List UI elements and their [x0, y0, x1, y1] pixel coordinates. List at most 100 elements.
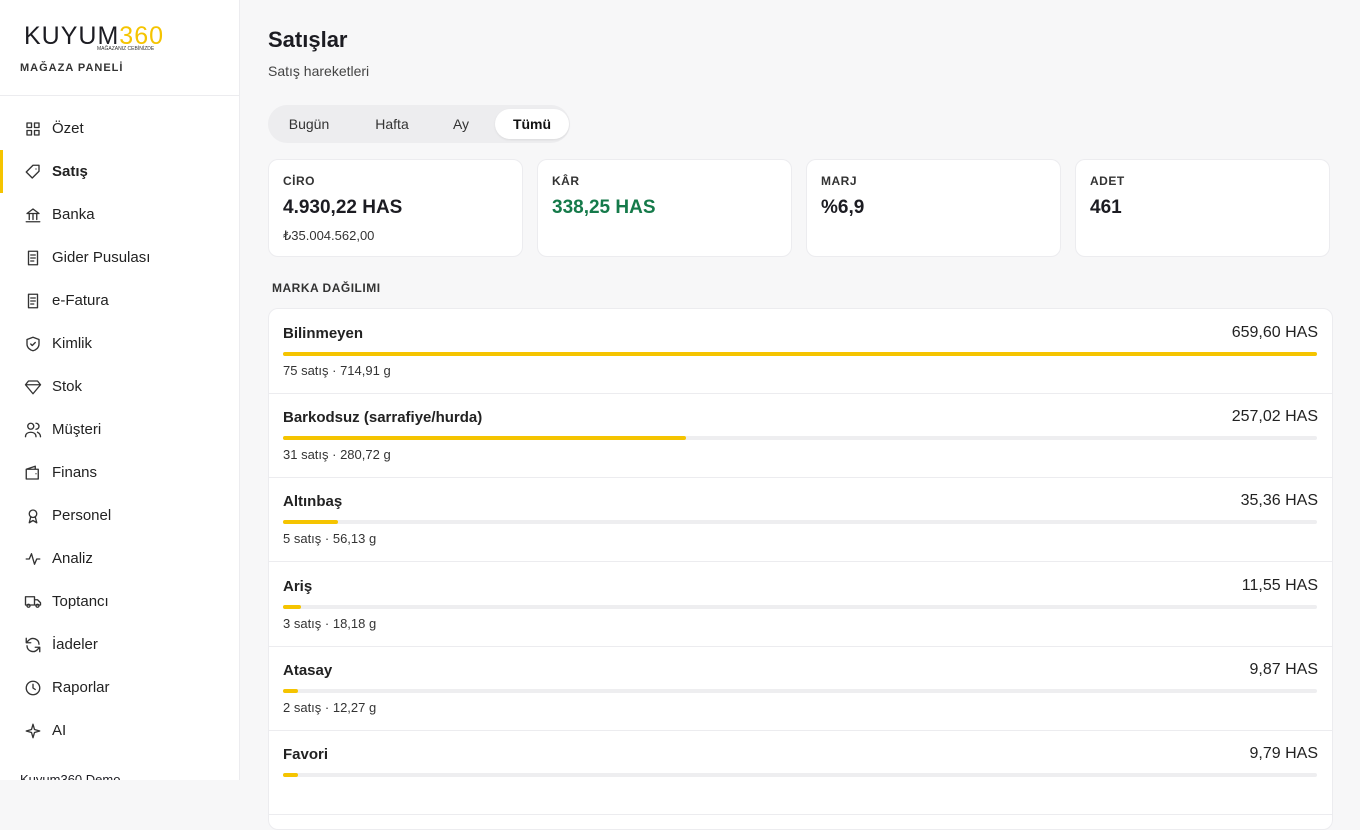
nav-label: Toptancı [52, 593, 109, 610]
nav-icon [25, 680, 41, 695]
sidebar: KUYUM360 MAĞAZANIZ CEBİNİZDE MAĞAZA PANE… [0, 0, 240, 780]
nav-item[interactable]: Stok [0, 365, 239, 408]
icon-shape [25, 723, 41, 738]
nav-label: Müşteri [52, 421, 102, 438]
nav-item[interactable]: Gider Pusulası [0, 236, 239, 279]
nav-item[interactable]: e-Fatura [0, 279, 239, 322]
nav-label: Personel [52, 507, 112, 524]
brand-detail: 3 satış · 18,18 g [283, 615, 377, 631]
logo-name: KUYUM [24, 22, 120, 50]
nav-icon [25, 552, 41, 565]
bar-track [283, 436, 1317, 441]
icon-shape [25, 465, 39, 480]
brand-row: Atasay 9,87 HAS 2 satış · 12,27 g [269, 646, 1332, 731]
main: Satışlar Satış hareketleri Bugün Hafta Ay T… [240, 0, 1360, 830]
stat-sub: ₺35.004.562,00 [283, 228, 375, 243]
brand-row: Bilinmeyen 659,60 HAS 75 satış · 714,91 g [269, 309, 1332, 394]
nav-label: Kimlik [52, 335, 92, 352]
page-title: Satışlar [268, 27, 348, 52]
nav-item[interactable]: Satış [0, 150, 239, 193]
nav-label: e-Fatura [52, 292, 109, 309]
brand-row: Altınbaş 35,36 HAS 5 satış · 56,13 g [269, 477, 1332, 563]
stat-label: CİRO [283, 174, 315, 188]
icon-shape [25, 637, 41, 652]
bar-track [283, 352, 1317, 356]
tab[interactable]: Bugün [288, 116, 330, 132]
nav-item[interactable]: Müşteri [0, 408, 239, 451]
brand-row: Favori 9,79 HAS [269, 730, 1332, 815]
tabs: Bugün Hafta Ay Tümü [268, 105, 570, 143]
nav-label: Özet [52, 120, 84, 137]
separator [0, 95, 239, 96]
nav-label: Analiz [52, 550, 93, 567]
nav-label: Finans [52, 464, 98, 481]
stat-value: 461 [1090, 197, 1122, 218]
stat-card: MARJ %6,9 [806, 159, 1061, 257]
nav-label: Gider Pusulası [52, 249, 151, 266]
tab[interactable]: Hafta [375, 116, 409, 132]
icon-shape [26, 336, 40, 351]
brand-name: Favori [283, 746, 329, 763]
stat-label: KÂR [552, 174, 580, 188]
logo-number: 360 [119, 22, 165, 50]
icon-shape [25, 207, 41, 222]
nav-item[interactable]: Kimlik [0, 322, 239, 365]
brand-has: 9,87 HAS [1249, 660, 1318, 678]
brand-has: 9,79 HAS [1249, 745, 1318, 762]
nav-label: Stok [52, 378, 83, 395]
tab[interactable]: Ay [452, 116, 470, 132]
bar-track [283, 604, 1317, 609]
nav-icon [25, 207, 41, 222]
nav-icon [24, 422, 42, 437]
icon-shape [26, 121, 40, 136]
nav-item[interactable]: Raporlar [0, 666, 239, 709]
brand-name: Atasay [283, 661, 333, 679]
brand-name: Barkodsuz (sarrafiye/hurda) [283, 409, 483, 427]
nav-icon [27, 250, 39, 265]
tab[interactable]: Tümü [495, 109, 569, 139]
nav-label: AI [52, 722, 67, 739]
nav-item[interactable]: Banka [0, 193, 239, 236]
stat-label: MARJ [821, 174, 858, 188]
nav-item[interactable]: İadeler [0, 623, 239, 666]
icon-shape [24, 595, 42, 608]
page-subtitle: Satış hareketleri [268, 63, 370, 79]
nav-icon [25, 637, 41, 652]
brand-name: Altınbaş [283, 493, 343, 511]
brand-detail: 31 satış · 280,72 g [283, 447, 391, 463]
stat-card: KÂR 338,25 HAS [537, 159, 792, 257]
nav-icon [28, 508, 38, 523]
nav-icon [25, 723, 41, 738]
nav-item[interactable]: Toptancı [0, 580, 239, 623]
icon-shape [25, 164, 40, 179]
nav-item[interactable]: Finans [0, 451, 239, 494]
nav-icon [26, 121, 40, 136]
logo: KUYUM360 [24, 22, 164, 51]
stat-value: 338,25 HAS [552, 197, 656, 218]
brand-detail: 2 satış · 12,27 g [283, 699, 377, 715]
nav-item[interactable]: Analiz [0, 537, 239, 580]
nav-item[interactable]: AI [0, 709, 239, 752]
nav-label: Banka [52, 206, 95, 223]
stat-value: 4.930,22 HAS [283, 197, 403, 218]
bar [283, 604, 302, 609]
brand-detail: 75 satış · 714,91 g [283, 363, 391, 378]
bar [283, 436, 686, 441]
brand-row: Barkodsuz (sarrafiye/hurda) 257,02 HAS 31 … [269, 393, 1332, 479]
bar-track [283, 773, 1317, 777]
brand-has: 659,60 HAS [1231, 324, 1318, 341]
nav-item[interactable]: Personel [0, 494, 239, 537]
nav-icon [25, 164, 40, 179]
icon-shape [28, 508, 38, 523]
icon-shape [25, 680, 41, 695]
brand-has: 257,02 HAS [1231, 408, 1318, 426]
nav-label: İadeler [52, 636, 98, 653]
icon-shape [27, 293, 39, 308]
nav-item[interactable]: Özet [0, 107, 239, 150]
tagline: MAĞAZANIZ CEBİNİZDE [97, 46, 155, 52]
brand-row: Ariş 11,55 HAS 3 satış · 18,18 g [269, 562, 1332, 647]
stat-label: ADET [1090, 174, 1125, 188]
